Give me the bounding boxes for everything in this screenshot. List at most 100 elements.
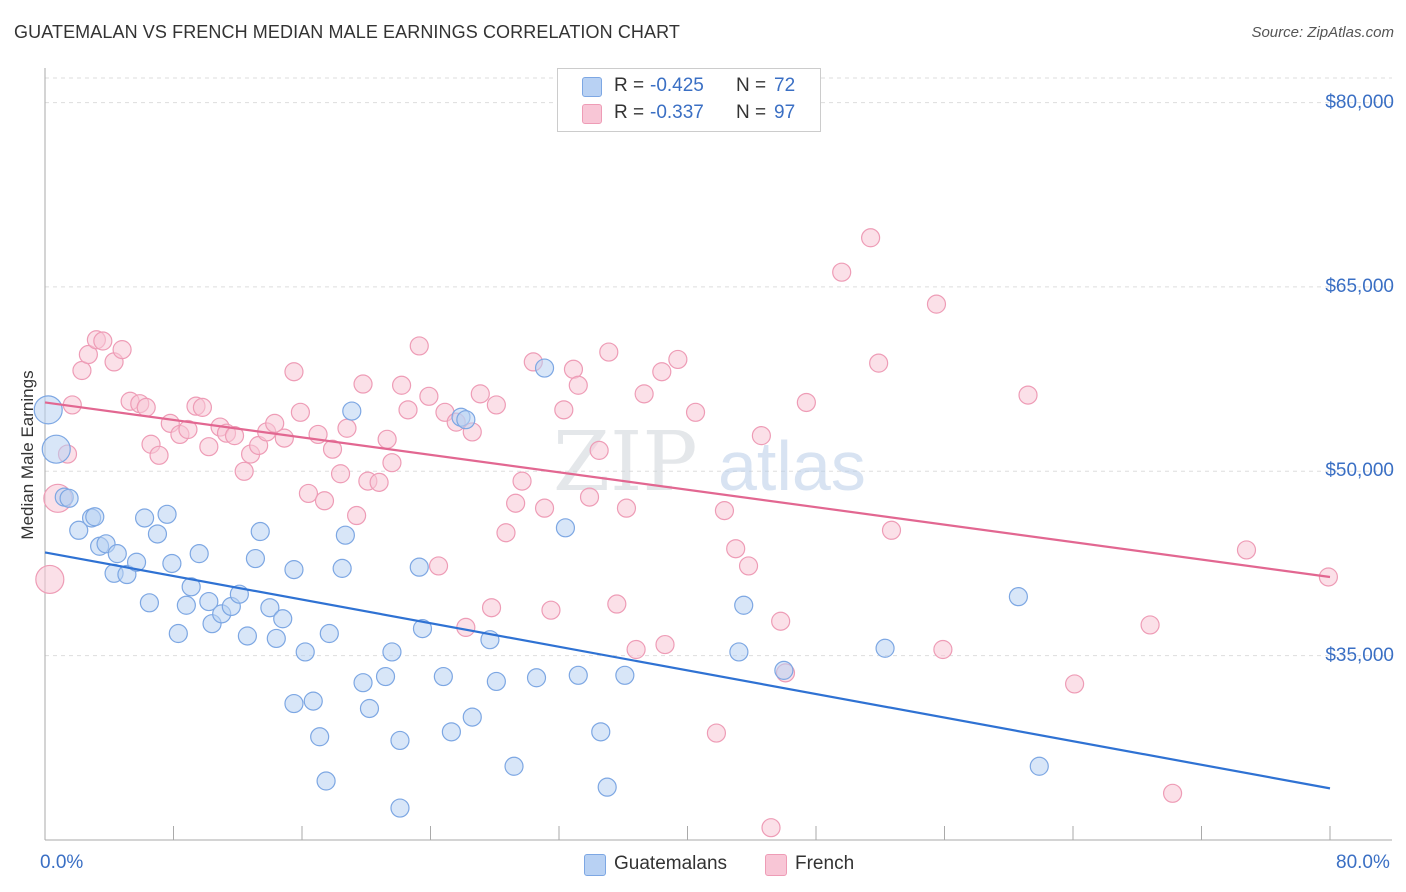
guatemalans-point bbox=[375, 666, 396, 687]
guatemalans-point bbox=[147, 524, 168, 544]
french-point bbox=[136, 397, 156, 417]
guatemalans-point bbox=[134, 508, 155, 528]
chart-title: GUATEMALAN VS FRENCH MEDIAN MALE EARNING… bbox=[14, 22, 680, 42]
legend-n-label: N = bbox=[736, 75, 767, 96]
guatemalans-point bbox=[260, 598, 280, 618]
french-point bbox=[481, 598, 502, 618]
guatemalans-point bbox=[342, 401, 362, 421]
guatemalans-point bbox=[1008, 587, 1028, 607]
y-tick-label: $35,000 bbox=[1325, 644, 1394, 666]
french-point bbox=[369, 472, 389, 492]
french-point bbox=[926, 294, 947, 314]
french-point bbox=[322, 439, 343, 459]
french-point bbox=[796, 392, 816, 413]
french-point bbox=[409, 336, 429, 356]
french-point bbox=[284, 362, 304, 382]
legend-swatch-guatemalans bbox=[582, 77, 602, 97]
guatemalans-point bbox=[162, 553, 182, 574]
french-point bbox=[512, 471, 532, 491]
french-point bbox=[506, 493, 526, 513]
french-point bbox=[298, 483, 319, 504]
guatemalans-point bbox=[284, 560, 304, 580]
french-point bbox=[347, 505, 367, 526]
legend-label-guatemalans: Guatemalans bbox=[614, 853, 728, 874]
guatemalans-point bbox=[273, 609, 293, 629]
guatemalans-point bbox=[284, 693, 304, 714]
french-point bbox=[377, 429, 397, 449]
guatemalans-point bbox=[486, 671, 506, 692]
guatemalans-point bbox=[157, 504, 177, 524]
watermark-atlas: atlas bbox=[718, 427, 866, 505]
legend-n-value: 72 bbox=[774, 75, 796, 96]
french-point bbox=[861, 228, 881, 248]
watermark: ZIP atlas bbox=[553, 415, 866, 510]
chart-source: Source: ZipAtlas.com bbox=[1251, 24, 1394, 41]
y-tick-label: $65,000 bbox=[1325, 275, 1394, 297]
legend-r-value: -0.337 bbox=[650, 102, 704, 123]
legend-swatch-french bbox=[582, 104, 602, 124]
guatemalans-point bbox=[875, 638, 895, 658]
french-point bbox=[486, 395, 506, 415]
guatemalans-point bbox=[433, 666, 453, 687]
french-point bbox=[685, 402, 706, 422]
french-point bbox=[330, 464, 351, 484]
x-tick-label-max: 80.0% bbox=[1336, 852, 1390, 873]
french-point bbox=[1065, 674, 1085, 694]
french-point bbox=[234, 461, 254, 481]
french-point bbox=[93, 331, 113, 351]
y-tick-label: $80,000 bbox=[1325, 91, 1394, 113]
guatemalans-point bbox=[319, 623, 339, 644]
guatemalans-point bbox=[41, 434, 71, 464]
french-point bbox=[634, 384, 654, 404]
guatemalans-point bbox=[456, 410, 476, 430]
french-point bbox=[706, 723, 727, 743]
guatemalans-point bbox=[59, 488, 79, 508]
guatemalans-point bbox=[390, 798, 410, 818]
french-point bbox=[290, 402, 310, 422]
guatemalans-point bbox=[107, 544, 127, 564]
french-point bbox=[726, 539, 746, 559]
french-point bbox=[881, 520, 902, 540]
series-french-points bbox=[35, 228, 1338, 838]
gridlines bbox=[45, 77, 1392, 657]
guatemalans-point bbox=[441, 722, 461, 742]
french-point bbox=[607, 594, 627, 614]
french-point bbox=[869, 353, 889, 373]
french-point bbox=[72, 360, 92, 381]
guatemalans-point bbox=[591, 722, 611, 742]
french-point bbox=[78, 344, 98, 365]
guatemalans-point bbox=[33, 395, 63, 425]
guatemalans-point bbox=[126, 552, 147, 572]
guatemalans-point bbox=[295, 642, 315, 662]
french-point bbox=[738, 556, 759, 576]
legend-swatch-french bbox=[765, 854, 787, 876]
guatemalans-point bbox=[266, 628, 286, 649]
legend-n-label: N = bbox=[736, 102, 767, 123]
french-point bbox=[35, 564, 65, 595]
french-point bbox=[265, 413, 285, 433]
guatemalans-point bbox=[568, 665, 588, 685]
guatemalans-point bbox=[176, 595, 196, 615]
guatemalans-point bbox=[189, 544, 209, 564]
french-point bbox=[428, 556, 449, 576]
french-point bbox=[391, 375, 412, 395]
french-point bbox=[568, 375, 588, 395]
guatemalans-point bbox=[729, 642, 749, 662]
french-point bbox=[599, 342, 619, 362]
french-point bbox=[112, 340, 132, 360]
guatemalans-point bbox=[359, 698, 380, 719]
french-point bbox=[534, 498, 555, 518]
guatemalans-point bbox=[335, 525, 355, 545]
french-point bbox=[563, 359, 584, 379]
guatemalans-point bbox=[139, 593, 160, 613]
guatemalans-point bbox=[316, 771, 336, 791]
guatemalans-point bbox=[412, 619, 433, 639]
french-point bbox=[626, 639, 646, 660]
legend-n-value: 97 bbox=[774, 102, 796, 123]
guatemalans-point bbox=[85, 507, 105, 527]
guatemalans-point bbox=[245, 548, 266, 569]
legend-label-french: French bbox=[795, 853, 855, 874]
guatemalans-point bbox=[303, 691, 323, 711]
french-point bbox=[616, 498, 637, 518]
